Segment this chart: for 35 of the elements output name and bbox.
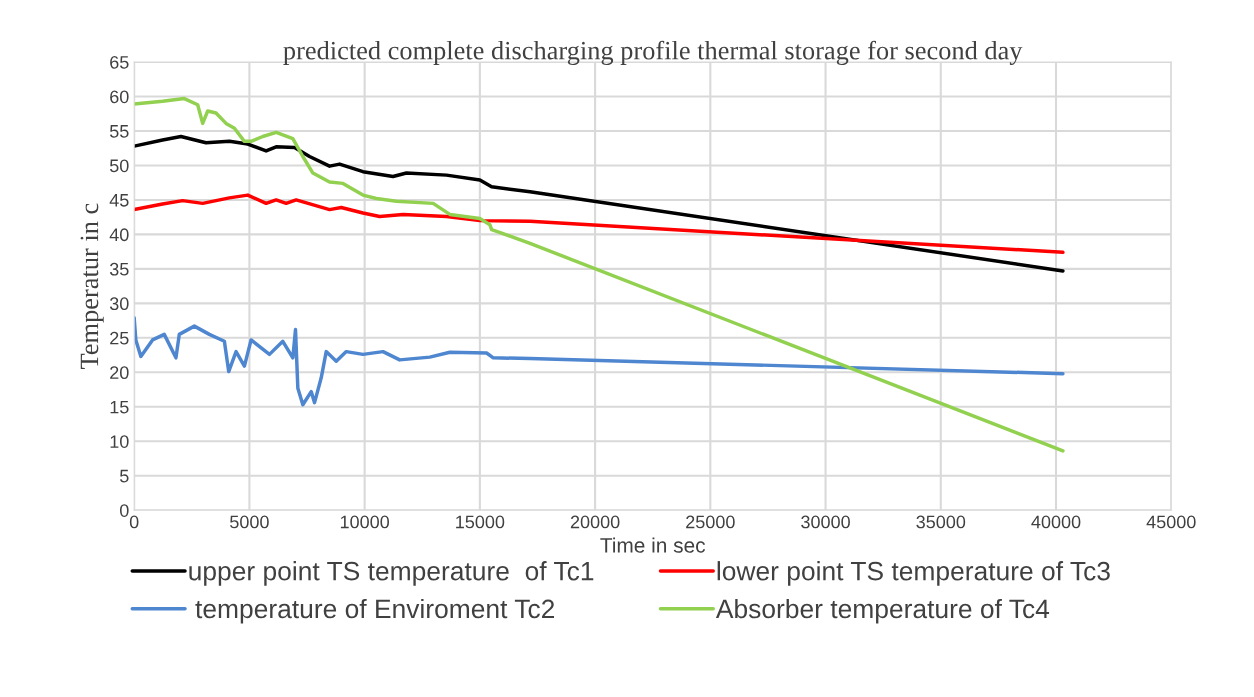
y-tick-label: 50 [109,159,129,173]
y-tick-label: 55 [109,125,129,138]
chart-title: predicted complete discharging profile thermal storage for second day [283,40,1023,65]
x-tick-label: 10000 [340,515,390,529]
y-tick-label: 15 [110,400,129,414]
y-tick-label: 35 [109,262,129,276]
x-tick-label: 5000 [230,515,269,529]
y-tick-label: 0 [119,504,129,517]
x-tick-label: 15000 [456,515,505,529]
legend-label: Absorber temperature of Tc4 [715,598,1050,624]
x-tick-label: 35000 [916,515,966,529]
line-series [134,134,1065,273]
y-tick-label: 20 [110,366,129,380]
line-series [134,316,1065,407]
x-tick-label: 25000 [686,515,735,529]
y-tick-label: 30 [109,297,129,311]
x-tick-label: 45000 [1146,515,1196,529]
x-axis-title: Time in sec [600,537,706,553]
y-tick-label: 10 [110,435,129,448]
y-tick-label: 25 [110,331,129,345]
legend-label: upper point TS temperature of Tc1 [189,561,594,586]
y-tick-label: 60 [110,90,129,104]
legend-label: lower point TS temperature of Tc3 [717,561,1110,586]
x-tick-label: 0 [129,515,139,529]
y-axis-title: Temperatur in c [80,203,104,369]
x-tick-label: 30000 [801,515,850,529]
y-tick-label: 40 [109,228,129,242]
y-tick-label: 5 [120,469,129,483]
x-tick-label: 20000 [570,515,620,529]
x-tick-label: 40000 [1031,515,1081,529]
line-series [134,96,1065,453]
legend-label: temperature of Enviroment Tc2 [195,598,555,624]
y-tick-label: 45 [109,194,129,207]
y-tick-label: 65 [110,55,129,69]
line-series [134,193,1065,255]
